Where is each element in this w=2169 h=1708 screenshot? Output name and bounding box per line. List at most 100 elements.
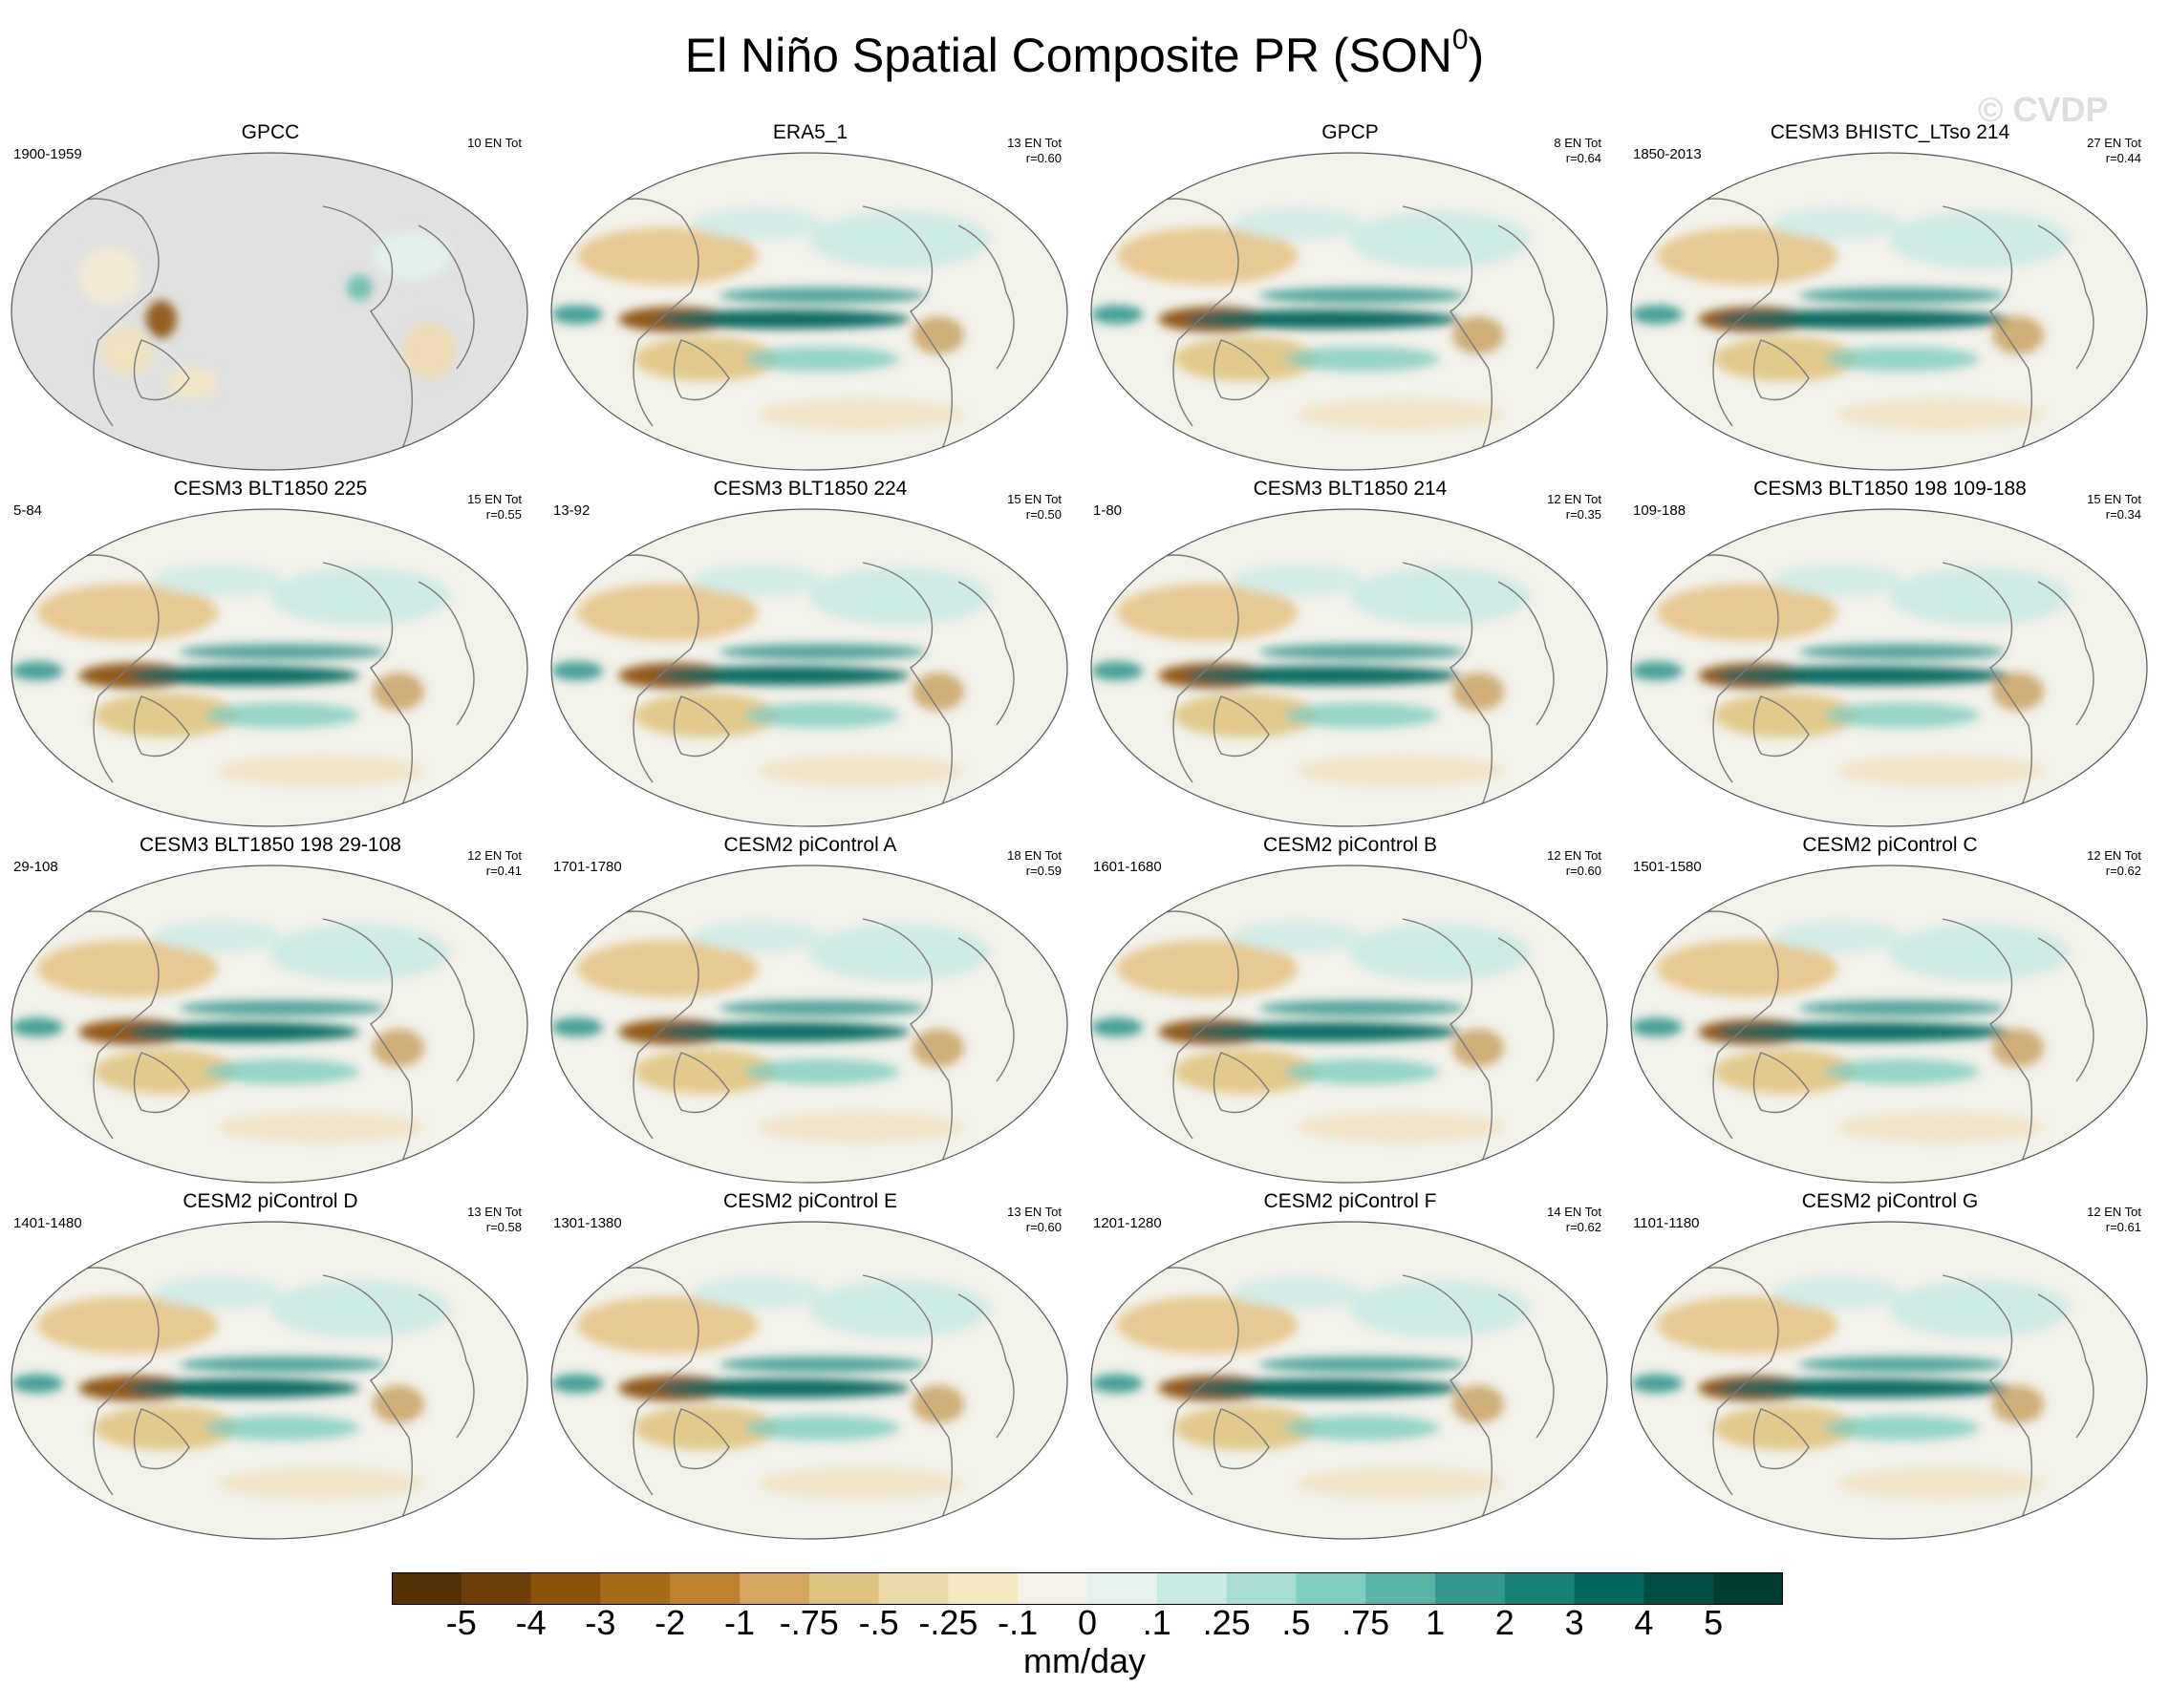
wet-anomaly [153, 921, 283, 953]
coastline [64, 554, 160, 783]
dry-anomaly [373, 672, 424, 711]
map-field [1090, 508, 1608, 827]
map-field [1630, 865, 2148, 1184]
panel-event-count: 15 EN Tot [2087, 492, 2141, 506]
coastline [673, 1052, 730, 1114]
wet-anomaly [1233, 1277, 1363, 1310]
dry-anomaly [1452, 315, 1504, 354]
map-border [550, 865, 1068, 1184]
map-field [1630, 152, 2148, 471]
panel-event-count: 12 EN Tot [467, 848, 522, 863]
coastline [673, 1408, 730, 1470]
panel-period: 5-84 [13, 502, 43, 519]
dry-anomaly [577, 1296, 758, 1354]
panel-title: CESM3 BLT1850 198 109-188 [1753, 478, 2027, 500]
coastline [1144, 198, 1239, 427]
wet-anomaly [1349, 211, 1530, 269]
coastline [604, 554, 699, 783]
map-field [11, 152, 528, 471]
wet-anomaly [1631, 1374, 1683, 1394]
land-anomaly [145, 300, 177, 339]
wet-anomaly [1889, 924, 2070, 982]
wet-anomaly [1798, 1000, 2006, 1016]
wet-anomaly [1284, 1058, 1440, 1085]
coastline [957, 937, 1015, 1082]
colorbar-tick-label: -.25 [918, 1603, 978, 1642]
map-panel: ERA5_1 13 EN Tot r=0.60 [540, 120, 1081, 476]
panel-title: GPCP [1321, 121, 1379, 143]
map-border [1630, 508, 2148, 827]
dry-anomaly [913, 672, 964, 711]
dry-anomaly [913, 315, 964, 354]
panel-title: CESM2 piControl F [1263, 1190, 1437, 1212]
dry-anomaly [94, 1049, 239, 1095]
colorbar-tick-label: -.75 [779, 1603, 839, 1642]
panel-correlation: r=0.62 [2105, 864, 2141, 878]
wet-anomaly [809, 1280, 990, 1338]
wet-anomaly [719, 1000, 926, 1016]
coastline [673, 695, 730, 758]
dry-anomaly [634, 336, 779, 382]
wet-anomaly [656, 310, 911, 330]
dry-anomaly [634, 1405, 779, 1451]
wet-anomaly [809, 567, 990, 626]
dry-anomaly [1298, 398, 1504, 431]
panel-event-count: 12 EN Tot [2087, 848, 2141, 863]
dry-anomaly [634, 1049, 779, 1095]
colorbar-tick-label: -5 [445, 1603, 477, 1642]
wet-anomaly [204, 702, 360, 729]
colorbar-swatch [1018, 1572, 1088, 1605]
panel-title: CESM2 piControl A [723, 834, 897, 856]
map-border [550, 508, 1068, 827]
coastline [1942, 918, 2032, 1168]
map-panel: CESM2 piControl D 1401-1480 13 EN Tot r=0.5… [0, 1189, 541, 1545]
coastline [1752, 1408, 1810, 1470]
wet-anomaly [809, 924, 990, 982]
wet-anomaly [744, 346, 900, 373]
map-border [1090, 1221, 1608, 1540]
colorbar-tick-label: -4 [515, 1603, 547, 1642]
wet-anomaly [11, 1017, 63, 1037]
wet-anomaly [719, 644, 926, 660]
coastline [322, 205, 413, 456]
wet-anomaly [656, 666, 911, 686]
colorbar-swatch [600, 1572, 671, 1605]
dry-anomaly [577, 940, 758, 997]
wet-anomaly [1258, 288, 1466, 304]
dry-anomaly [758, 398, 964, 431]
panel-period: 29-108 [13, 859, 58, 875]
panel-correlation: r=0.55 [485, 507, 522, 522]
panel-title: CESM2 piControl C [1802, 834, 1978, 856]
coastline [1144, 1267, 1239, 1496]
map-border [1630, 865, 2148, 1184]
coastline [133, 695, 190, 758]
panel-event-count: 13 EN Tot [467, 1205, 522, 1219]
wet-anomaly [1631, 305, 1683, 325]
wet-anomaly [269, 567, 450, 626]
map-field [550, 865, 1068, 1184]
panel-event-count: 27 EN Tot [2087, 136, 2141, 150]
coastline [2037, 1293, 2094, 1439]
colorbar-tick-label: 0 [1077, 1603, 1098, 1642]
dry-anomaly [758, 1111, 964, 1143]
panel-correlation: r=0.60 [1025, 1220, 1062, 1234]
coastline [1213, 339, 1270, 401]
wet-anomaly [1824, 1415, 1980, 1441]
map-panel: CESM2 piControl C 1501-1580 12 EN Tot r=0.6… [1620, 833, 2160, 1188]
wet-anomaly [1824, 1058, 1980, 1085]
wet-anomaly [1889, 211, 2070, 269]
panel-title: ERA5_1 [772, 121, 848, 143]
map-panel: CESM3 BLT1850 198 29-108 29-108 12 EN Tot r… [0, 833, 541, 1188]
coastline [133, 1052, 190, 1114]
map-field [1090, 152, 1608, 471]
coastline [64, 910, 160, 1140]
colorbar-swatch [1504, 1572, 1576, 1605]
map-border [1630, 152, 2148, 471]
colorbar-units: mm/day [1022, 1641, 1147, 1680]
coastline [673, 339, 730, 401]
coastline [1752, 339, 1810, 401]
dry-anomaly [1657, 940, 1837, 997]
panel-stats: 12 EN Tot r=0.61 [2087, 1205, 2141, 1235]
wet-anomaly [1798, 1356, 2006, 1373]
panel-title: CESM2 piControl D [183, 1190, 358, 1212]
